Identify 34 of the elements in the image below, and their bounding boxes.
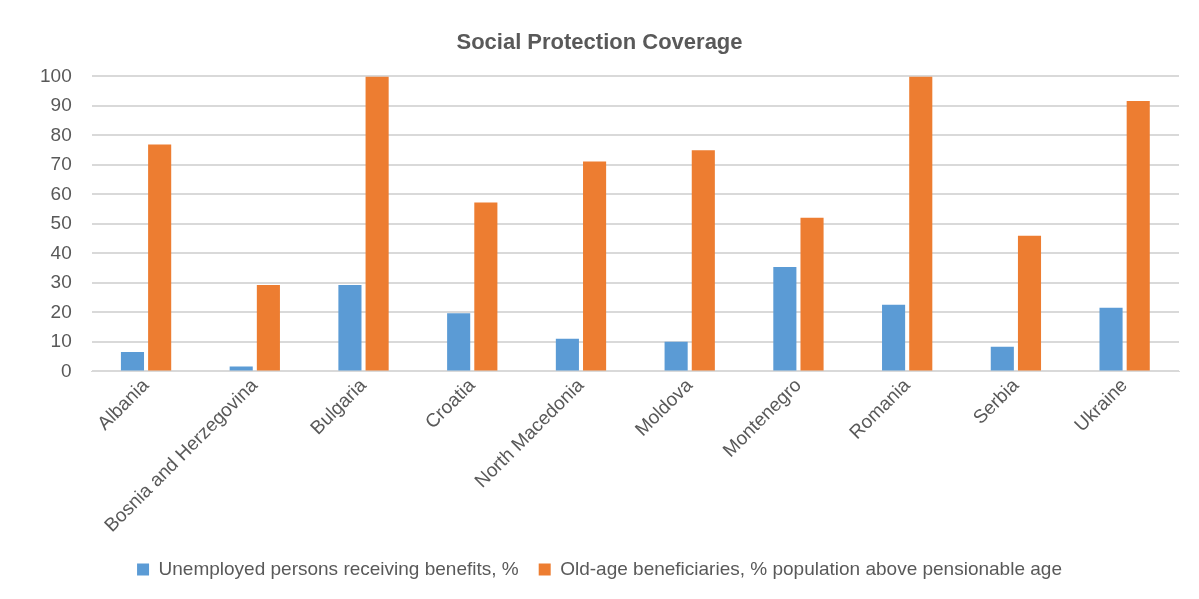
y-tick-label: 30 <box>50 271 72 293</box>
legend-label: Old-age beneficiaries, % population above pensionable age <box>560 557 1062 579</box>
bar <box>148 144 172 371</box>
bar <box>882 304 906 371</box>
y-tick-label: 20 <box>50 300 72 322</box>
bar <box>365 76 389 371</box>
legend-label: Unemployed persons receiving benefits, % <box>158 557 519 579</box>
bar <box>800 217 824 371</box>
y-tick-label: 50 <box>50 212 72 234</box>
y-tick-label: 10 <box>50 330 72 352</box>
y-tick-label: 90 <box>50 94 72 116</box>
bar <box>256 285 280 371</box>
bar <box>1099 307 1123 371</box>
bar <box>773 267 797 371</box>
y-tick-label: 100 <box>40 64 72 86</box>
y-tick-label: 80 <box>50 123 72 145</box>
bar <box>664 341 688 371</box>
y-tick-label: 70 <box>50 153 72 175</box>
bar <box>447 313 471 371</box>
bar <box>120 352 145 371</box>
chart-title: Social Protection Coverage <box>456 29 743 55</box>
y-tick-label: 40 <box>50 241 72 263</box>
y-tick-label: 0 <box>61 359 72 381</box>
bar <box>338 285 362 371</box>
bar <box>583 161 607 371</box>
bar <box>691 150 715 371</box>
bar <box>909 76 933 371</box>
bar <box>474 202 498 371</box>
bar <box>990 346 1014 371</box>
bar <box>1126 100 1150 371</box>
bar <box>229 366 253 371</box>
bar <box>555 338 579 371</box>
y-tick-label: 60 <box>50 182 72 204</box>
bar <box>1017 235 1042 371</box>
